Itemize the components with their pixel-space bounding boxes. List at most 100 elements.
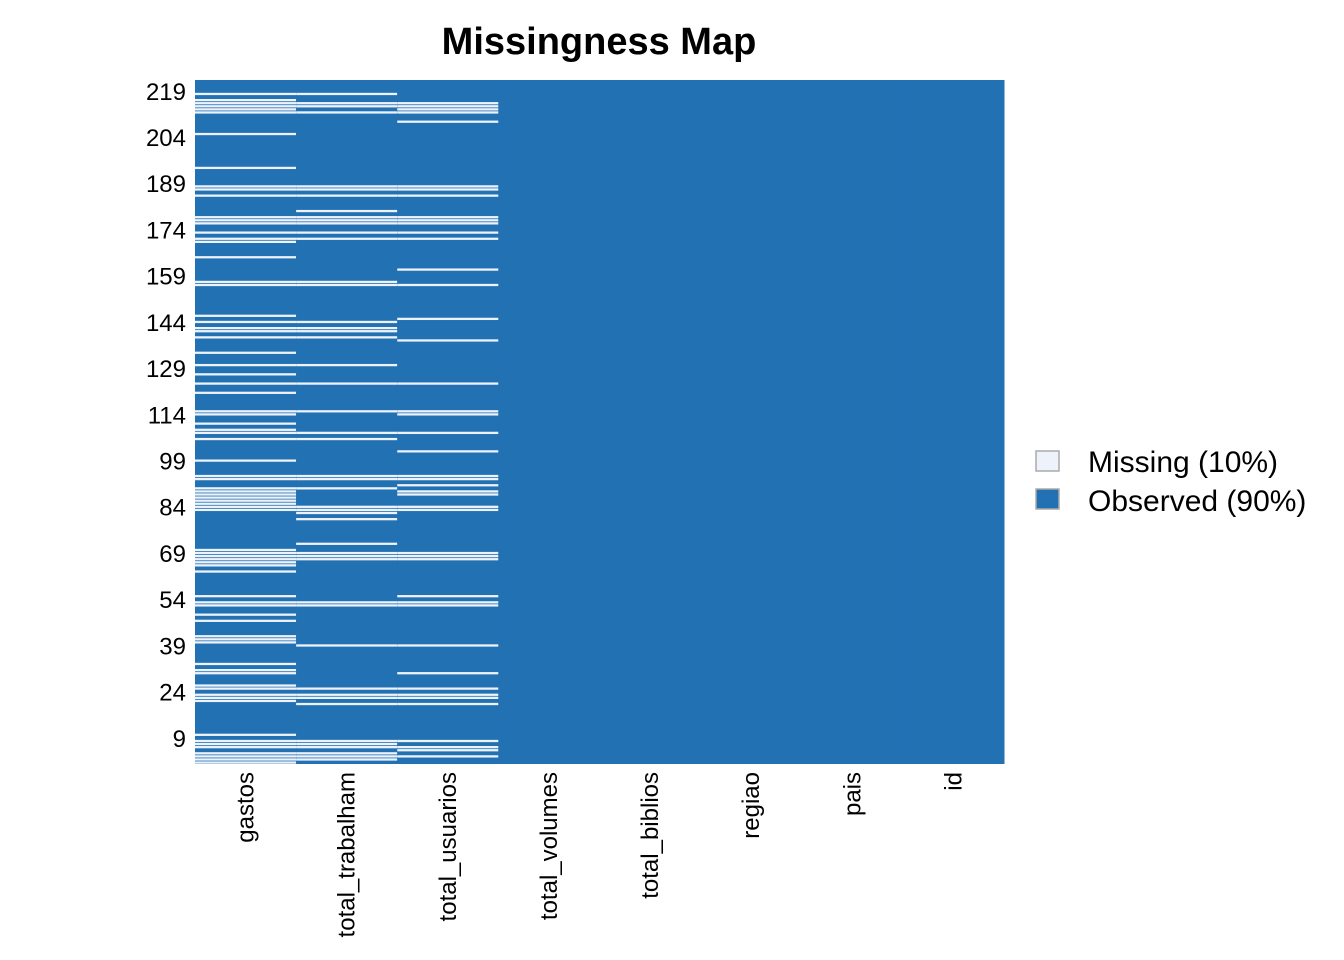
missing-cell-gastos-row-130 [195, 363, 297, 367]
missing-cell-total_usuarios-row-55 [397, 595, 499, 598]
missing-cell-total_trabalham-row-115 [296, 410, 398, 413]
missing-cell-total_trabalham-row-185 [296, 194, 398, 197]
missing-cell-gastos-row-141 [195, 330, 297, 333]
missing-cell-gastos-row-111 [195, 422, 297, 425]
missing-cell-gastos-row-25 [195, 687, 297, 690]
observed-column-id [902, 80, 1005, 764]
missing-cell-gastos-row-70 [195, 548, 297, 552]
missing-cell-gastos-row-157 [195, 280, 297, 284]
missing-cell-total_trabalham-row-156 [296, 283, 398, 287]
y-tick-label: 204 [146, 125, 186, 152]
missing-cell-total_usuarios-row-176 [397, 222, 499, 225]
missing-cell-gastos-row-66 [195, 561, 297, 564]
missing-cell-total_usuarios-row-6 [397, 746, 499, 749]
heatmap-cells [195, 80, 1005, 764]
missing-cell-total_usuarios-row-213 [397, 108, 499, 111]
y-tick-label: 174 [146, 217, 186, 244]
missing-cell-gastos-row-49 [195, 613, 297, 616]
missing-cell-total_usuarios-row-39 [397, 644, 499, 647]
missing-cell-total_usuarios-row-52 [397, 604, 499, 607]
missing-cell-gastos-row-68 [195, 554, 297, 558]
missing-cell-total_usuarios-row-108 [397, 431, 499, 435]
missing-cell-total_trabalham-row-72 [296, 542, 398, 545]
y-tick-label: 129 [146, 356, 186, 383]
missing-cell-gastos-row-65 [195, 564, 297, 567]
missing-cell-total_trabalham-row-20 [296, 702, 398, 706]
missing-cell-gastos-row-106 [195, 437, 297, 441]
missing-cell-gastos-row-53 [195, 601, 297, 604]
missing-cell-gastos-row-214 [195, 105, 297, 108]
missing-cell-gastos-row-2 [195, 758, 297, 761]
missing-cell-total_usuarios-row-22 [397, 696, 499, 699]
missing-cell-gastos-row-31 [195, 668, 297, 672]
missing-cell-gastos-row-69 [195, 551, 297, 555]
missing-cell-total_trabalham-row-218 [296, 92, 398, 96]
missing-cell-total_trabalham-row-188 [296, 185, 398, 188]
missing-cell-gastos-row-21 [195, 699, 297, 703]
missing-cell-total_trabalham-row-90 [296, 487, 398, 490]
missing-cell-gastos-row-171 [195, 237, 297, 240]
missing-cell-gastos-row-205 [195, 132, 297, 136]
missing-cell-gastos-row-26 [195, 684, 297, 687]
x-tick-label-total_volumes: total_volumes [536, 772, 563, 920]
observed-column-total_volumes [498, 80, 600, 764]
missing-cell-total_usuarios-row-115 [397, 410, 499, 413]
missing-cell-total_trabalham-row-82 [296, 511, 398, 515]
missing-cell-gastos-row-8 [195, 739, 297, 743]
missing-cell-total_trabalham-row-173 [296, 231, 398, 234]
missing-cell-total_trabalham-row-93 [296, 477, 398, 481]
missing-cell-total_usuarios-row-67 [397, 558, 499, 561]
missing-cell-total_trabalham-row-130 [296, 363, 398, 367]
missing-cell-total_trabalham-row-177 [296, 219, 398, 222]
missing-cell-gastos-row-33 [195, 662, 297, 666]
x-axis-variable-labels: gastos total_trabalham total_usuarios total… [233, 772, 968, 937]
missing-cell-gastos-row-87 [195, 496, 297, 499]
missing-cell-gastos-row-94 [195, 474, 297, 478]
missing-cell-total_trabalham-row-212 [296, 111, 398, 114]
missing-cell-total_trabalham-row-84 [296, 505, 398, 508]
missing-cell-total_usuarios-row-212 [397, 111, 499, 114]
missing-cell-total_usuarios-row-173 [397, 231, 499, 234]
missing-cell-total_trabalham-row-25 [296, 687, 398, 690]
y-tick-label: 159 [146, 264, 186, 291]
missing-cell-gastos-row-30 [195, 672, 297, 675]
missing-cell-total_usuarios-row-178 [397, 216, 499, 219]
missing-cell-gastos-row-41 [195, 638, 297, 641]
legend-swatch-missing [1035, 450, 1060, 472]
missing-cell-gastos-row-176 [195, 222, 297, 225]
missing-cell-total_trabalham-row-6 [296, 746, 398, 749]
missing-cell-total_usuarios-row-93 [397, 477, 499, 481]
missing-cell-gastos-row-86 [195, 499, 297, 502]
missing-cell-gastos-row-10 [195, 733, 297, 736]
missing-cell-gastos-row-218 [195, 92, 297, 96]
missing-cell-gastos-row-215 [195, 102, 297, 105]
observed-column-total_usuarios [397, 80, 499, 764]
missing-cell-gastos-row-90 [195, 487, 297, 490]
missing-cell-gastos-row-84 [195, 505, 297, 508]
missing-cell-gastos-row-93 [195, 477, 297, 481]
missing-cell-gastos-row-173 [195, 231, 297, 234]
missing-cell-total_usuarios-row-5 [397, 749, 499, 752]
missing-cell-total_trabalham-row-69 [296, 551, 398, 555]
missing-cell-total_usuarios-row-161 [397, 268, 499, 271]
y-tick-label: 39 [159, 633, 186, 660]
missing-cell-total_trabalham-row-180 [296, 209, 398, 213]
missing-cell-total_usuarios-row-94 [397, 474, 499, 478]
missing-cell-total_trabalham-row-39 [296, 644, 398, 647]
missing-cell-gastos-row-67 [195, 558, 297, 561]
missing-cell-total_usuarios-row-177 [397, 219, 499, 222]
missing-cell-gastos-row-134 [195, 351, 297, 354]
missing-cell-gastos-row-115 [195, 410, 297, 413]
chart-title: Missingness Map [442, 21, 757, 63]
observed-column-total_biblios [599, 80, 702, 764]
missing-cell-total_usuarios-row-114 [397, 413, 499, 416]
missing-cell-gastos-row-52 [195, 604, 297, 607]
missing-cell-total_trabalham-row-144 [296, 320, 398, 324]
missing-cell-gastos-row-194 [195, 166, 297, 170]
missing-cell-gastos-row-55 [195, 595, 297, 598]
missing-cell-total_trabalham-row-94 [296, 474, 398, 478]
missing-cell-total_usuarios-row-145 [397, 317, 499, 321]
missing-cell-total_usuarios-row-214 [397, 105, 499, 108]
missing-cell-gastos-row-40 [195, 641, 297, 644]
missing-cell-total_usuarios-row-185 [397, 194, 499, 197]
